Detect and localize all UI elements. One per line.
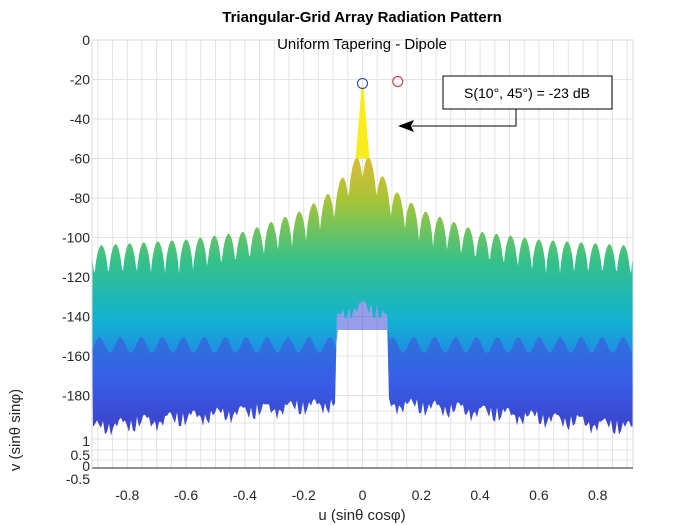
db-tick-label: -60	[70, 151, 90, 167]
markers	[357, 75, 404, 89]
y-axis-label: v (sinθ sinφ)	[7, 389, 24, 471]
v-tick-label: 0.5	[71, 447, 91, 463]
x-tick-label: 0	[359, 487, 367, 503]
red-circle-marker	[392, 75, 404, 87]
db-tick-label: -180	[62, 388, 90, 404]
blue-circle-marker	[357, 77, 368, 89]
db-tick-label: -20	[70, 72, 90, 88]
x-tick-label: 0.4	[470, 487, 490, 503]
v-tick-label: 0	[82, 458, 90, 474]
db-tick-label: -100	[62, 230, 90, 246]
pattern-surface-shadow	[92, 301, 633, 436]
chart-title: Triangular-Grid Array Radiation Pattern	[222, 9, 502, 26]
annotation-box	[442, 75, 613, 110]
annotation-arrowhead	[398, 120, 414, 132]
annotation-text: S(10°, 45°) = -23 dB	[464, 85, 590, 101]
db-tick-label: -80	[70, 190, 90, 206]
annotation-arrow-line	[412, 109, 517, 127]
v-tick-labels: 10.50-0.5	[66, 433, 90, 487]
v-tick-label: -0.5	[66, 471, 90, 487]
x-tick-label: -0.6	[174, 487, 198, 503]
x-tick-label: -0.2	[292, 487, 316, 503]
x-axis-label: u (sinθ cosφ)	[318, 507, 405, 524]
main-beam	[355, 85, 370, 159]
db-tick-label: -40	[70, 111, 90, 127]
x-tick-label: 0.6	[529, 487, 549, 503]
v-tick-label: 1	[82, 433, 90, 449]
x-tick-label: -0.8	[115, 487, 139, 503]
db-tick-label: 0	[82, 32, 90, 48]
db-tick-label: -140	[62, 309, 90, 325]
x-tick-label: 0.8	[588, 487, 608, 503]
db-tick-label: -120	[62, 269, 90, 285]
db-tick-labels: 0 -20 -40 -60 -80 -100 -120 -140 -160 -180	[62, 32, 90, 404]
x-tick-labels: -0.8 -0.6 -0.4 -0.2 0 0.2 0.4 0.6 0.8	[115, 487, 607, 503]
db-tick-label: -160	[62, 348, 90, 364]
x-tick-label: 0.2	[412, 487, 432, 503]
x-tick-label: -0.4	[233, 487, 257, 503]
annotation: S(10°, 45°) = -23 dB	[398, 75, 613, 132]
chart-subtitle: Uniform Tapering - Dipole	[277, 36, 447, 53]
